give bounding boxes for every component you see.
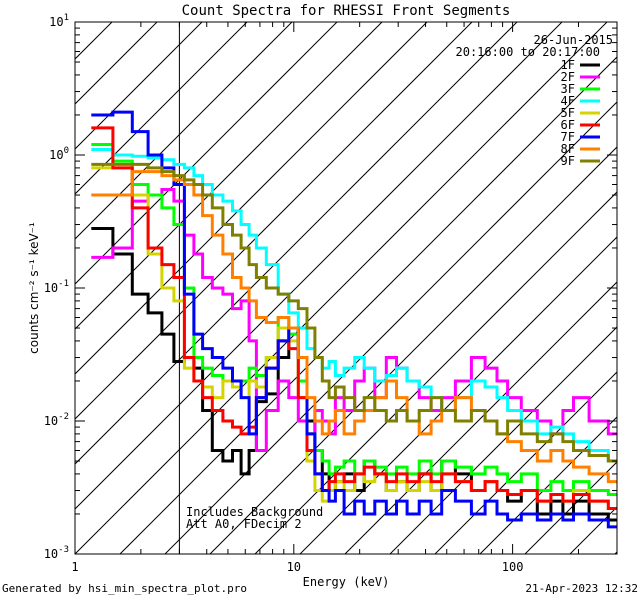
legend-label-9f: 9F xyxy=(561,154,575,168)
series-3f xyxy=(91,143,617,496)
annotation-line: Includes Background xyxy=(186,505,323,519)
series-1f xyxy=(91,227,617,522)
hatch-line xyxy=(75,22,293,240)
legend-label-8f: 8F xyxy=(561,142,575,156)
series-9f xyxy=(91,162,617,463)
hatch-line xyxy=(75,22,248,195)
hatch-line xyxy=(75,22,338,285)
legend-label-2f: 2F xyxy=(561,70,575,84)
y-tick-label: 101 xyxy=(49,13,69,29)
footer-timestamp: 21-Apr-2023 12:32 xyxy=(525,582,638,595)
hatch-line xyxy=(479,416,617,554)
hatch-line xyxy=(75,22,473,420)
legend-label-4f: 4F xyxy=(561,94,575,108)
hatch-line xyxy=(119,56,617,554)
legend-time-range: 20:16:00 to 20:17:00 xyxy=(456,45,601,59)
hatch-line xyxy=(75,22,383,330)
legend-label-6f: 6F xyxy=(561,118,575,132)
footer-generated-by: Generated by hsi_min_spectra_plot.pro xyxy=(2,582,248,595)
annotation: Includes Background Att A0, FDecim 2 xyxy=(186,505,323,531)
hatch-line xyxy=(434,371,617,554)
hatch-line xyxy=(614,551,617,554)
series-7f xyxy=(91,110,617,529)
y-axis-label: counts cm⁻² s⁻¹ keV⁻¹ xyxy=(27,222,41,354)
hatch-line xyxy=(389,326,617,554)
series-8f xyxy=(91,170,617,484)
y-tick-label: 10-2 xyxy=(44,412,69,428)
legend-label-5f: 5F xyxy=(561,106,575,120)
annotation-line: Att A0, FDecim 2 xyxy=(186,517,302,531)
legend-label-3f: 3F xyxy=(561,82,575,96)
x-tick-label: 10 xyxy=(287,560,301,574)
series-layer xyxy=(91,110,617,529)
x-axis-label: Energy (keV) xyxy=(303,575,390,589)
series-6f xyxy=(91,126,617,510)
legend-date: 26-Jun-2015 xyxy=(534,33,613,47)
hatch-line xyxy=(524,461,617,554)
legend-label-1f: 1F xyxy=(561,58,575,72)
hatch-line xyxy=(164,101,617,554)
x-tick-label: 100 xyxy=(502,560,524,574)
hatch-line xyxy=(209,146,617,554)
hatch-line xyxy=(75,22,608,554)
y-tick-label: 10-1 xyxy=(44,279,69,295)
x-tick-label: 1 xyxy=(71,560,78,574)
y-tick-label: 100 xyxy=(49,146,69,162)
chart-title: Count Spectra for RHESSI Front Segments xyxy=(182,3,511,19)
series-4f xyxy=(91,148,617,463)
hatch-line xyxy=(75,22,563,510)
legend: 26-Jun-2015 20:16:00 to 20:17:00 1F2F3F4… xyxy=(456,33,614,168)
y-tick-label: 10-3 xyxy=(44,545,69,561)
hatch-line xyxy=(299,236,617,554)
hatch-line xyxy=(75,22,518,465)
legend-label-7f: 7F xyxy=(561,130,575,144)
